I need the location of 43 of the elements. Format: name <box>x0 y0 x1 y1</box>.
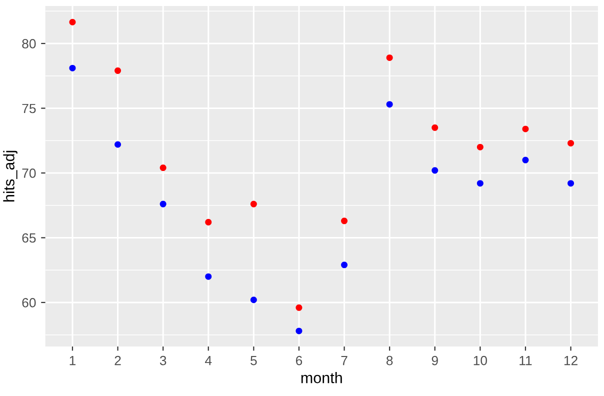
x-tick-label: 8 <box>386 356 393 366</box>
point <box>522 156 529 164</box>
x-tick-label: 7 <box>341 356 348 366</box>
x-tick-label: 10 <box>474 356 488 366</box>
y-tick-label: 60 <box>22 298 36 308</box>
y-axis-title: hits_adj <box>3 150 18 202</box>
point <box>160 164 166 172</box>
x-tick-label: 4 <box>205 356 212 366</box>
point <box>114 141 122 148</box>
point <box>386 101 393 108</box>
x-tick-label: 12 <box>564 356 578 366</box>
y-tick-label: 70 <box>22 168 36 178</box>
x-tick-label: 3 <box>160 356 166 366</box>
y-tick-label: 65 <box>22 233 36 243</box>
point <box>476 180 484 187</box>
point <box>205 273 212 280</box>
point <box>341 218 348 224</box>
point <box>386 54 393 61</box>
x-tick-label: 6 <box>296 356 302 366</box>
point <box>432 124 438 131</box>
x-tick-label: 9 <box>432 356 438 366</box>
point <box>432 167 438 174</box>
point <box>69 18 76 26</box>
point <box>160 200 166 208</box>
point <box>296 328 302 334</box>
point <box>568 180 574 187</box>
y-tick-label: 80 <box>22 39 36 48</box>
point <box>568 140 574 146</box>
x-tick-label: 1 <box>70 356 76 366</box>
point <box>69 64 76 72</box>
x-tick-label: 2 <box>114 356 121 366</box>
x-tick-label: 11 <box>520 356 532 366</box>
y-tick-label: 75 <box>22 104 36 114</box>
point <box>341 262 348 268</box>
x-tick-label: 5 <box>250 356 257 366</box>
point <box>522 126 529 132</box>
x-axis-title: month <box>301 372 342 384</box>
point <box>114 67 122 74</box>
point <box>250 200 257 208</box>
point <box>205 218 212 226</box>
point <box>296 304 302 311</box>
point <box>476 144 484 150</box>
point <box>250 296 257 304</box>
